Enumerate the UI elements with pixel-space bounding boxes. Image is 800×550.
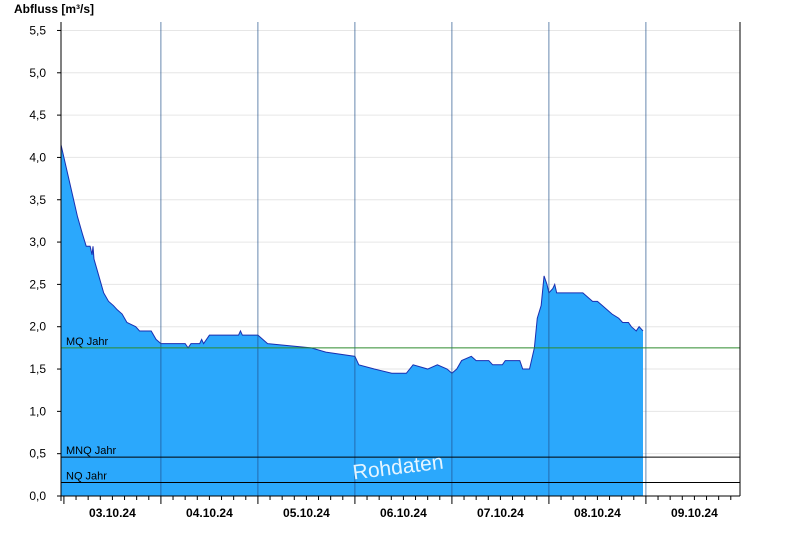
y-tick-label-9: 4,5: [29, 108, 46, 122]
x-tick-label-1: 04.10.24: [186, 506, 233, 520]
x-tick-label-2: 05.10.24: [283, 506, 330, 520]
y-tick-label-0: 0,0: [29, 489, 46, 503]
x-tick-label-6: 09.10.24: [671, 506, 718, 520]
y-tick-label-2: 1,0: [29, 404, 46, 418]
y-axis-label: Abfluss [m³/s]: [14, 2, 94, 16]
y-axis-ticks: 0,0 0,5 1,0 1,5 2,0 2,5 3,0 3,5 4,0 4,5 5,0 5,5: [29, 23, 61, 503]
y-tick-label-6: 3,0: [29, 235, 46, 249]
y-tick-label-10: 5,0: [29, 66, 46, 80]
y-tick-label-7: 3,5: [29, 193, 46, 207]
axes: [57, 22, 741, 501]
reference-label-1: MNQ Jahr: [66, 445, 116, 457]
x-tick-label-0: 03.10.24: [89, 506, 136, 520]
discharge-line: [60, 144, 644, 374]
y-tick-label-8: 4,0: [29, 150, 46, 164]
reference-lines: MQ Jahr MNQ Jahr NQ Jahr: [61, 336, 740, 483]
data-area-layer: [60, 144, 644, 496]
reference-label-2: NQ Jahr: [66, 470, 107, 482]
x-axis-ticks: 03.10.24 04.10.24 05.10.24 06.10.24 07.10.24…: [63, 496, 732, 520]
y-tick-label-3: 1,5: [29, 362, 46, 376]
y-tick-label-11: 5,5: [29, 23, 46, 37]
y-tick-label-1: 0,5: [29, 447, 46, 461]
x-tick-label-5: 08.10.24: [574, 506, 621, 520]
y-tick-label-5: 2,5: [29, 277, 46, 291]
x-tick-label-4: 07.10.24: [477, 506, 524, 520]
day-separator-lines: [160, 22, 647, 496]
discharge-area: [61, 144, 643, 496]
x-tick-label-3: 06.10.24: [380, 506, 427, 520]
reference-label-0: MQ Jahr: [66, 336, 109, 348]
y-tick-label-4: 2,0: [29, 320, 46, 334]
